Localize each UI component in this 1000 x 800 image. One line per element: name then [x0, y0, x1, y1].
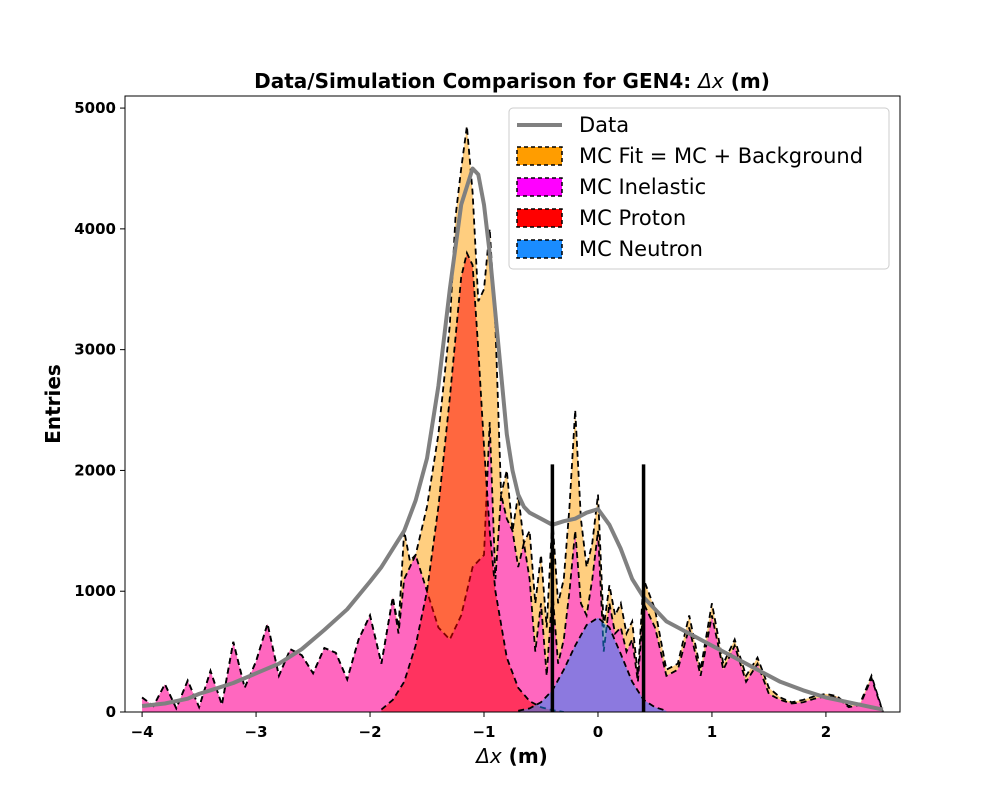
x-tick-label: −3 — [245, 723, 268, 741]
x-tick-label: −2 — [359, 723, 382, 741]
cut-lines — [550, 464, 646, 712]
legend-label-mc-inelastic: MC Inelastic — [579, 175, 706, 199]
legend-label-mc-proton: MC Proton — [579, 206, 686, 230]
x-tick-label: −4 — [131, 723, 154, 741]
legend-label-mc-neutron: MC Neutron — [579, 237, 703, 261]
y-tick-label: 0 — [106, 703, 116, 721]
x-axis-label-variable: Δx — [474, 744, 502, 768]
legend-label-data: Data — [579, 113, 629, 137]
mc-neutron-fill — [518, 617, 667, 712]
legend-swatch-mc-fit-mc-background — [516, 146, 563, 166]
x-tick-label: 2 — [821, 723, 831, 741]
mc-proton-outline — [380, 250, 564, 712]
y-tick-label: 2000 — [74, 461, 116, 479]
y-tick-label: 3000 — [74, 341, 116, 359]
y-axis: 0 1000 2000 3000 4000 5000 — [74, 99, 125, 721]
data-line-group — [141, 166, 884, 712]
y-tick-label: 5000 — [74, 99, 116, 117]
y-tick-label: 4000 — [74, 220, 116, 238]
legend-box — [508, 107, 890, 270]
y-axis-label: Entries — [41, 364, 65, 444]
x-tick-label: 1 — [707, 723, 717, 741]
y-tick-label: 1000 — [74, 582, 116, 600]
chart-title-variable: Δx — [696, 69, 724, 93]
plot-frame — [124, 95, 901, 713]
legend-swatch-mc-inelastic — [516, 177, 563, 197]
chart-title: Data/Simulation Comparison for GEN4: Δx … — [254, 69, 770, 93]
mc-inelastic-fill — [142, 422, 883, 712]
legend: Data MC Fit = MC + Background MC Inelastic… — [508, 107, 890, 270]
chart-title-unit: (m) — [724, 69, 770, 93]
data-series-line — [141, 166, 884, 712]
x-axis-label: Δx (m) — [474, 744, 548, 768]
x-tick-label: 0 — [593, 723, 603, 741]
x-tick-label: −1 — [472, 723, 495, 741]
x-axis: −4 −3 −2 −1 0 1 2 — [131, 712, 831, 741]
mc-neutron-outline — [518, 616, 667, 712]
legend-swatch-mc-proton — [516, 208, 563, 228]
x-axis-label-unit: (m) — [502, 744, 548, 768]
mc-proton-fill — [381, 253, 564, 712]
legend-label-mc-fit-mc-background: MC Fit = MC + Background — [579, 144, 863, 168]
legend-swatch-mc-neutron — [516, 239, 563, 259]
